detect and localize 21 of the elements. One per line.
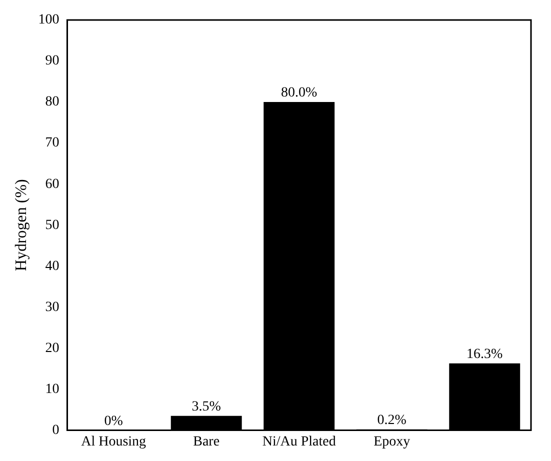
y-tick-label: 20	[45, 340, 60, 356]
y-tick-label: 60	[45, 176, 60, 192]
y-tick-label: 70	[45, 136, 60, 151]
data-label: 0.2%	[377, 413, 407, 428]
x-tick-label: Bare	[193, 434, 220, 450]
x-tick-label: Al Housing	[81, 434, 146, 450]
y-tick-label: 50	[45, 218, 60, 233]
data-label: 16.3%	[466, 347, 504, 362]
y-tick-label: 100	[38, 12, 60, 28]
y-axis-title: Hydrogen (%)	[12, 179, 30, 272]
y-tick-label: 90	[45, 54, 60, 69]
y-tick-label: 0	[52, 422, 60, 438]
x-tick-label: Epoxy	[374, 434, 410, 450]
x-tick-label: Ni/Au Plated	[262, 434, 336, 450]
data-label: 0%	[104, 414, 124, 429]
y-tick-label: 10	[45, 382, 60, 397]
y-tick-label: 30	[45, 300, 60, 315]
data-label: 3.5%	[192, 400, 222, 415]
data-label: 80.0%	[281, 86, 318, 101]
y-tick-label: 40	[45, 258, 60, 274]
y-tick-label: 80	[45, 94, 60, 110]
